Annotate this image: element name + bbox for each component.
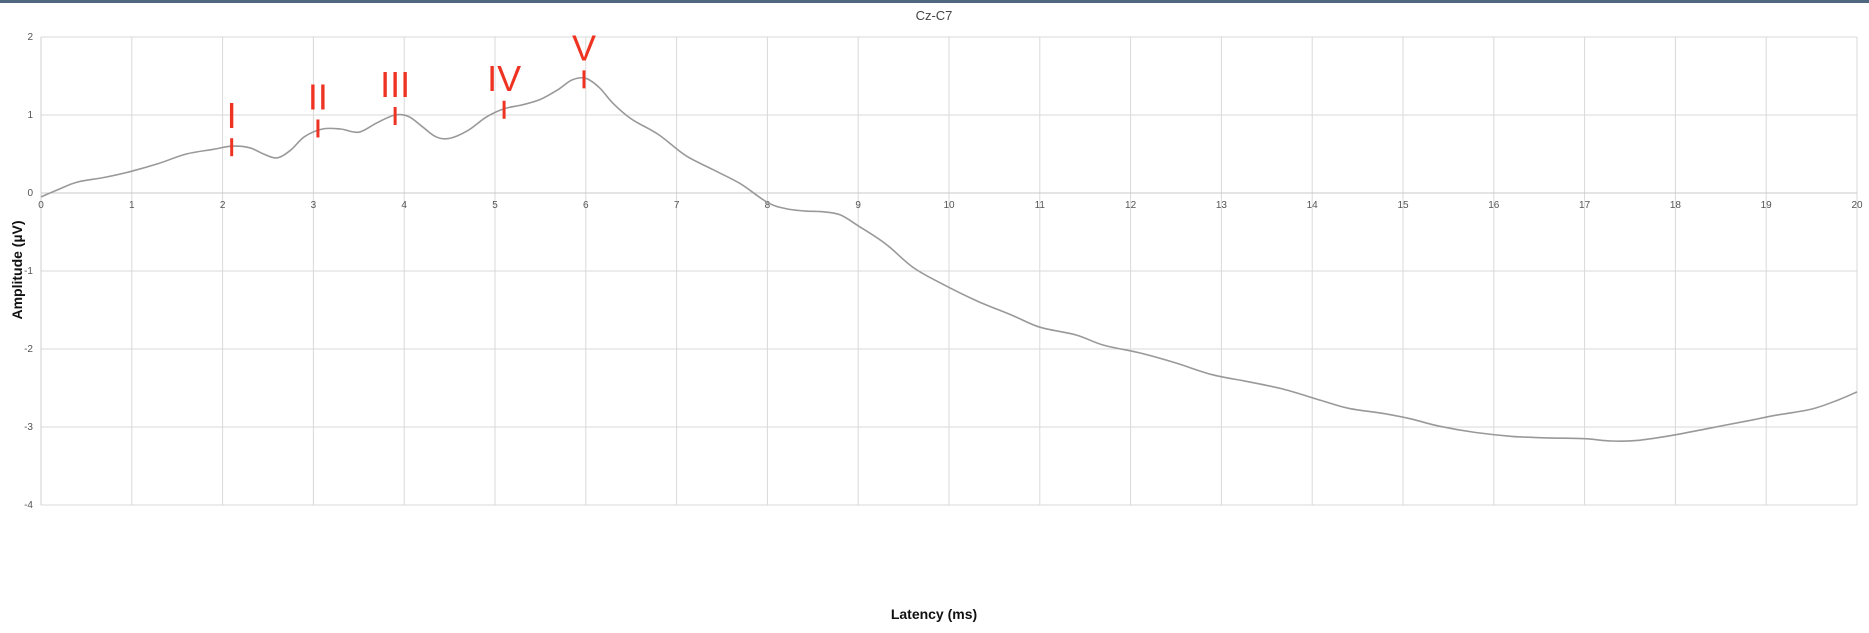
x-tick-label: 17 <box>1579 200 1591 211</box>
y-axis-title: Amplitude (µV) <box>9 220 25 319</box>
x-tick-label: 7 <box>674 200 680 211</box>
x-tick-label: 10 <box>943 200 955 211</box>
x-tick-labels: 0 1 2 3 4 5 6 7 8 9 10 11 12 13 14 15 16 17 18 19 20 <box>38 200 1863 211</box>
peak-label: I <box>227 95 237 136</box>
x-tick-label: 20 <box>1851 200 1863 211</box>
peak-label: III <box>380 64 410 105</box>
x-tick-label: 11 <box>1035 200 1046 211</box>
series-line <box>40 76 1858 442</box>
x-tick-label: 6 <box>583 200 589 211</box>
grid <box>40 36 1858 506</box>
x-tick-label: 19 <box>1761 200 1773 211</box>
x-tick-label: 9 <box>855 200 861 211</box>
x-axis-title: Latency (ms) <box>891 606 977 622</box>
y-tick-label: 1 <box>27 110 33 121</box>
x-tick-label: 16 <box>1488 200 1500 211</box>
x-tick-label: 2 <box>220 200 226 211</box>
x-tick-label: 8 <box>765 200 771 211</box>
y-tick-label: 0 <box>27 188 33 199</box>
y-tick-label: -3 <box>24 422 33 433</box>
peak-label: IV <box>487 58 521 99</box>
top-border <box>0 0 1869 3</box>
peak-label: V <box>572 27 596 68</box>
x-tick-label: 14 <box>1307 200 1319 211</box>
x-tick-label: 12 <box>1125 200 1137 211</box>
y-tick-label: -4 <box>24 500 33 511</box>
x-tick-label: 5 <box>492 200 498 211</box>
y-tick-label: 2 <box>27 32 33 43</box>
y-tick-labels: 2 1 0 -1 -2 -3 -4 <box>24 32 33 511</box>
x-tick-label: 13 <box>1216 200 1228 211</box>
x-tick-label: 4 <box>401 200 407 211</box>
peak-markers: I II III IVV <box>227 27 596 157</box>
chart-title: Cz-C7 <box>916 8 953 23</box>
y-tick-label: -2 <box>24 344 33 355</box>
peak-label: II <box>308 76 328 117</box>
x-tick-label: 0 <box>38 200 44 211</box>
x-tick-label: 18 <box>1670 200 1682 211</box>
y-tick-label: -1 <box>24 266 33 277</box>
series-group <box>40 76 1858 442</box>
x-tick-label: 15 <box>1397 200 1409 211</box>
x-tick-label: 3 <box>311 200 317 211</box>
x-tick-label: 1 <box>129 200 135 211</box>
